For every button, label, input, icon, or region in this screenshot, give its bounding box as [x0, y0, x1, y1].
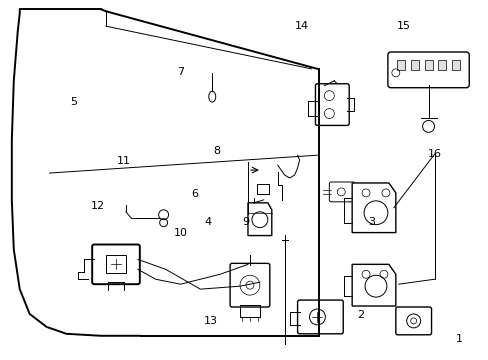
Polygon shape	[247, 203, 271, 235]
Text: 1: 1	[454, 334, 462, 344]
Bar	[106, 255, 126, 273]
Text: 6: 6	[191, 189, 198, 199]
Text: 10: 10	[173, 228, 187, 238]
FancyBboxPatch shape	[395, 307, 431, 335]
Text: 8: 8	[212, 147, 220, 157]
Text: 7: 7	[177, 67, 183, 77]
Ellipse shape	[208, 91, 215, 102]
Text: 11: 11	[117, 157, 131, 166]
Text: 2: 2	[357, 310, 364, 320]
FancyBboxPatch shape	[315, 84, 348, 125]
Bar	[438, 60, 446, 70]
Text: 16: 16	[427, 149, 441, 159]
Bar	[410, 60, 418, 70]
FancyBboxPatch shape	[230, 264, 269, 307]
Text: 15: 15	[396, 21, 410, 31]
Text: 4: 4	[204, 217, 211, 227]
Bar	[424, 60, 432, 70]
Text: 3: 3	[367, 217, 374, 227]
Text: 12: 12	[91, 201, 105, 211]
Text: 14: 14	[294, 21, 308, 31]
Bar	[451, 60, 459, 70]
FancyBboxPatch shape	[387, 52, 468, 88]
Polygon shape	[351, 183, 395, 233]
Bar	[396, 60, 404, 70]
Text: 13: 13	[203, 316, 217, 326]
FancyBboxPatch shape	[328, 182, 354, 202]
Text: 9: 9	[242, 217, 249, 227]
FancyBboxPatch shape	[297, 300, 343, 334]
Text: 5: 5	[70, 97, 77, 107]
FancyBboxPatch shape	[92, 244, 140, 284]
Polygon shape	[351, 264, 395, 306]
